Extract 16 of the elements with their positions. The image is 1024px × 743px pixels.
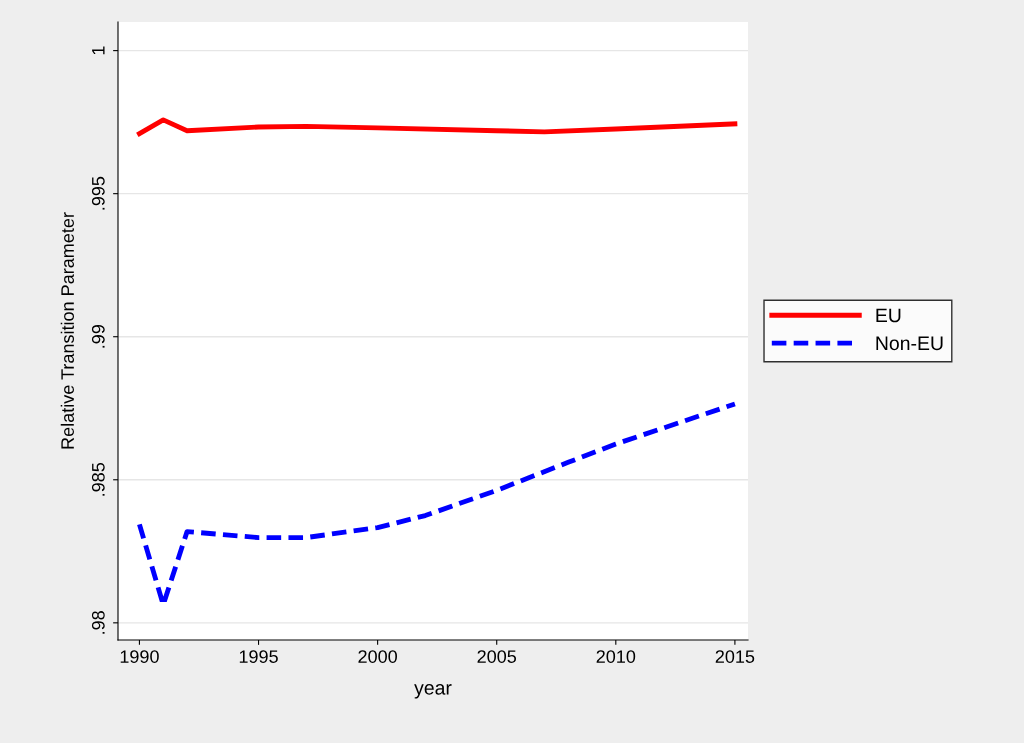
legend-label: Non-EU [876, 336, 943, 351]
x-tick-label: 2000 [358, 650, 397, 663]
x-tick-label: 2015 [715, 650, 755, 663]
line-series [137, 117, 738, 137]
y-tick-label: .98 [91, 611, 105, 634]
y-axis-title: Relative Transition Parameter [60, 212, 74, 449]
y-tick-label: .99 [91, 325, 105, 348]
legend-label: EU [876, 308, 901, 323]
x-tick-label: 1995 [239, 650, 278, 663]
x-tick-label: 2010 [596, 650, 636, 663]
x-axis-title: year [414, 684, 452, 699]
x-tick-label: 2005 [477, 650, 517, 663]
x-tick-label: 1990 [120, 650, 159, 663]
y-tick-label: .995 [91, 176, 105, 210]
y-tick-label: 1 [92, 46, 105, 55]
y-tick-label: .985 [91, 462, 105, 496]
